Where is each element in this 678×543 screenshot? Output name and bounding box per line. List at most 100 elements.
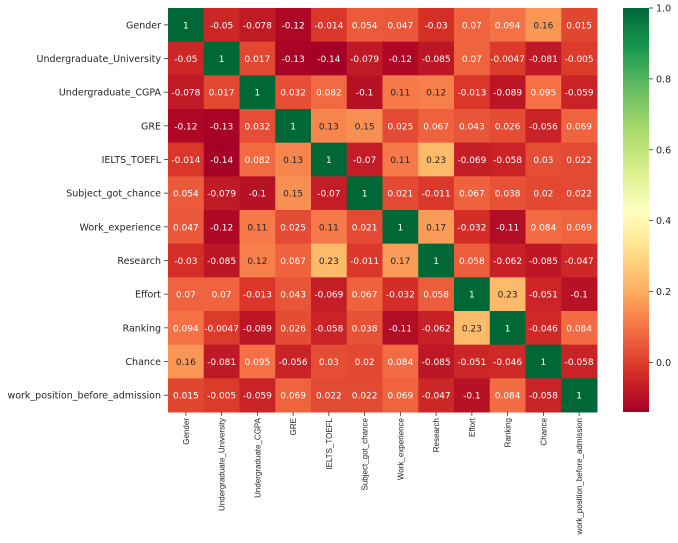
cell-value-label: 0.07: [176, 291, 196, 301]
x-tick-label: Ranking: [504, 418, 513, 447]
cell-value-label: -0.079: [207, 190, 236, 200]
cell-value-label: 0.069: [387, 392, 413, 402]
heatmap-cell: [275, 344, 312, 379]
heatmap-cell: [346, 8, 383, 43]
heatmap-cell: [168, 75, 205, 110]
heatmap-cell: [275, 41, 312, 76]
heatmap-cell: [239, 8, 276, 43]
cell-value-label: 0.058: [459, 257, 485, 267]
cell-value-label: -0.1: [570, 291, 588, 301]
heatmap-cell: [525, 41, 562, 76]
cell-value-label: -0.1: [249, 190, 267, 200]
cell-value-label: -0.013: [457, 89, 486, 99]
cell-value-label: -0.05: [174, 55, 197, 65]
heatmap-cell: [382, 344, 419, 379]
x-tick-label: work_position_before_admission: [575, 418, 584, 536]
heatmap-cell: [489, 109, 526, 144]
cell-value-label: 0.15: [283, 190, 303, 200]
cell-value-label: -0.11: [496, 223, 519, 233]
cell-value-label: 1: [469, 291, 475, 301]
heatmap-cell: [346, 344, 383, 379]
cell-value-label: 0.022: [566, 156, 592, 166]
heatmap-cell: [561, 311, 598, 346]
heatmap-cell: [275, 142, 312, 177]
heatmap-cell: [239, 142, 276, 177]
heatmap-cell: [454, 210, 491, 245]
cell-value-label: -0.07: [317, 190, 340, 200]
cell-value-label: 0.069: [280, 392, 306, 402]
cell-value-label: -0.085: [422, 55, 451, 65]
cell-value-label: -0.051: [457, 358, 486, 368]
cell-value-label: -0.089: [243, 324, 272, 334]
cell-value-label: 0.02: [355, 358, 375, 368]
cell-value-label: 0.025: [387, 122, 413, 132]
heatmap-cell: [418, 142, 455, 177]
heatmap-cell: [382, 75, 419, 110]
cell-value-label: 0.021: [352, 223, 378, 233]
cell-value-label: 0.02: [533, 190, 553, 200]
y-tick-label: Work_experience: [80, 222, 162, 233]
cell-value-label: -0.058: [565, 358, 594, 368]
heatmap-cell: [454, 109, 491, 144]
heatmap-cell: [489, 41, 526, 76]
cell-value-label: -0.059: [243, 392, 272, 402]
heatmap-cell: [346, 75, 383, 110]
cell-value-label: 0.084: [530, 223, 556, 233]
cell-value-label: -0.059: [565, 89, 594, 99]
heatmap-cell: [203, 311, 240, 346]
cell-value-label: -0.046: [493, 358, 522, 368]
heatmap-cell: [311, 311, 348, 346]
colorbar-tick-label: 0.2: [656, 287, 671, 298]
cell-value-label: 0.054: [173, 190, 199, 200]
cell-value-label: 0.069: [566, 223, 592, 233]
y-tick-label: Undergraduate_University: [37, 54, 162, 65]
heatmap-cell: [275, 378, 312, 413]
cell-value-label: -0.014: [314, 21, 343, 31]
heatmap-cell: [382, 210, 419, 245]
heatmap-cell: [382, 311, 419, 346]
heatmap-cell: [382, 142, 419, 177]
heatmap-cell: [454, 277, 491, 312]
heatmap-cell: [275, 176, 312, 211]
cell-value-label: 1: [505, 324, 511, 334]
cell-value-label: -0.13: [210, 122, 233, 132]
heatmap-cell: [275, 8, 312, 43]
cell-value-label: 0.082: [316, 89, 342, 99]
cell-value-label: 0.084: [387, 358, 413, 368]
cell-value-label: -0.12: [281, 21, 304, 31]
heatmap-cell: [203, 210, 240, 245]
cell-value-label: 0.032: [280, 89, 306, 99]
heatmap-cell: [239, 176, 276, 211]
heatmap-cell: [239, 277, 276, 312]
colorbar-tick-label: 0.0: [656, 358, 671, 369]
heatmap-cell: [382, 277, 419, 312]
cell-value-label: -0.05: [210, 21, 233, 31]
cell-value-label: -0.062: [422, 324, 451, 334]
cell-value-label: -0.047: [422, 392, 451, 402]
heatmap-cell: [311, 109, 348, 144]
heatmap-cell: [525, 75, 562, 110]
cell-value-label: -0.085: [529, 257, 558, 267]
heatmap-cell: [275, 277, 312, 312]
heatmap-cell: [454, 75, 491, 110]
heatmap-cell: [454, 378, 491, 413]
heatmap-cell: [346, 210, 383, 245]
heatmap-cell: [489, 210, 526, 245]
cell-value-label: 0.017: [209, 89, 235, 99]
heatmap-cell: [561, 210, 598, 245]
heatmap-cell: [525, 277, 562, 312]
x-tick-label: Undergraduate_CGPA: [253, 417, 262, 498]
heatmap-cell: [346, 277, 383, 312]
cell-value-label: 0.11: [390, 89, 410, 99]
heatmap-cell: [418, 210, 455, 245]
heatmap-cell: [168, 41, 205, 76]
heatmap-cell: [239, 109, 276, 144]
heatmap-cell: [454, 311, 491, 346]
cell-value-label: -0.13: [281, 55, 304, 65]
cell-value-label: 0.067: [459, 190, 485, 200]
cell-value-label: -0.12: [174, 122, 197, 132]
heatmap-cell: [275, 75, 312, 110]
heatmap-cell: [382, 176, 419, 211]
heatmap-cell: [311, 142, 348, 177]
cell-value-label: 0.03: [319, 358, 339, 368]
